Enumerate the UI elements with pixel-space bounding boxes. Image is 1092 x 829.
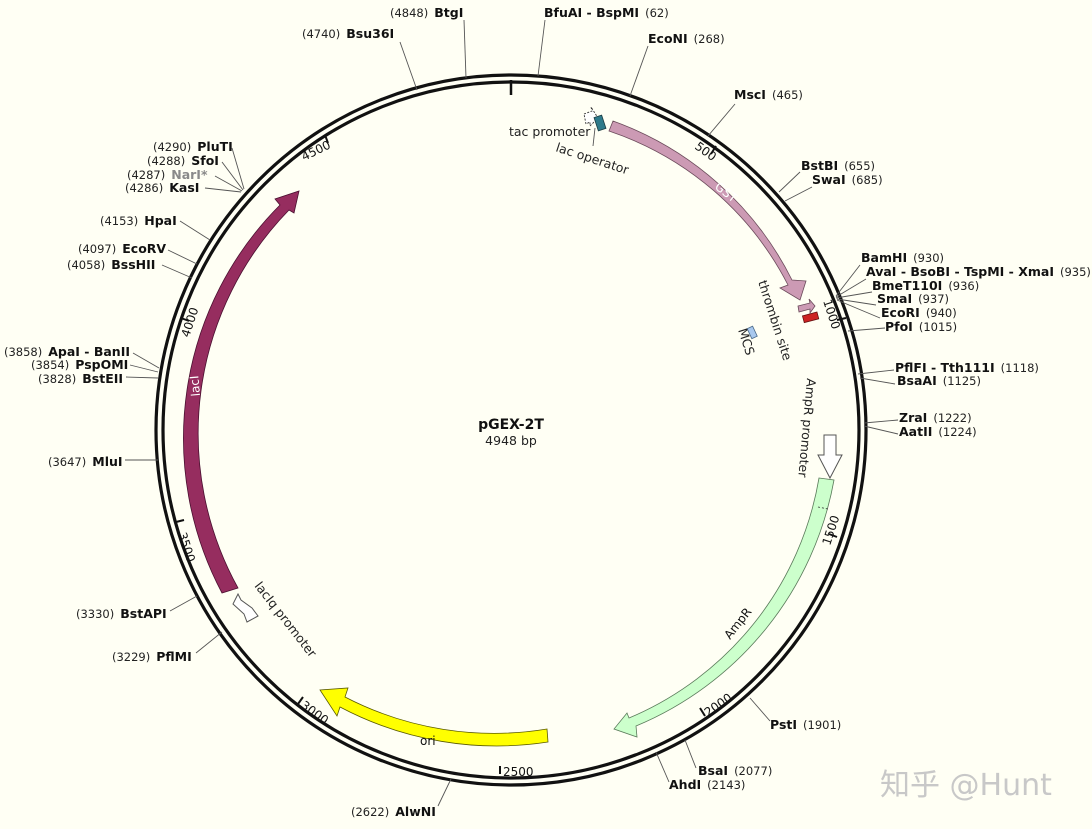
site-bmet110i: BmeT110I (936) [872, 278, 979, 293]
ruler: 500 1000 1500 2000 2500 3000 3500 4000 4… [175, 134, 847, 779]
site-bstbi: BstBI (655) [801, 158, 875, 173]
plasmid-length: 4948 bp [485, 433, 537, 448]
ruler-500: 500 [692, 139, 719, 164]
feature-ampr-promoter[interactable]: AmpR promoter [795, 378, 843, 480]
ruler-3000: 3000 [297, 696, 331, 727]
site-ecorv: (4097) EcoRV [78, 241, 166, 256]
site-btgi: (4848) BtgI [390, 5, 463, 20]
site-bsshii: (4058) BssHII [67, 257, 155, 272]
ruler-label-2000: 2000 [702, 690, 735, 719]
site-econi: EcoNI (268) [648, 31, 725, 46]
site-bstapi: (3330) BstAPI [76, 606, 167, 621]
site-ecori: EcoRI (940) [881, 305, 957, 320]
ruler-label-1000: 1000 [820, 298, 843, 331]
site-bsai: BsaI (2077) [698, 763, 772, 778]
site-pflmi: (3229) PflMI [112, 649, 192, 664]
site-nari: (4287) NarI* [127, 167, 208, 182]
site-pspomi: (3854) PspOMI [31, 357, 128, 372]
site-pluti: (4290) PluTI [153, 139, 233, 154]
laci-label: lacI [187, 375, 203, 397]
ruler-4000: 4000 [179, 306, 202, 339]
tac-promoter-label: tac promoter [509, 124, 591, 139]
site-smai: SmaI (937) [877, 291, 949, 306]
site-labels: (4848) BtgI (4740) Bsu36I BfuAI - BspMI (62… [4, 5, 1091, 819]
feature-mcs[interactable]: MCS [735, 325, 758, 357]
ruler-2500: 2500 [499, 765, 534, 779]
site-kasi: (4286) KasI [125, 180, 199, 195]
feature-laci[interactable]: lacI [183, 190, 300, 594]
site-bsu36i: (4740) Bsu36I [302, 26, 394, 41]
ruler-label-3000: 3000 [298, 698, 331, 727]
site-msci: MscI (465) [734, 87, 803, 102]
ruler-2000: 2000 [699, 690, 735, 719]
site-ahdi: AhdI (2143) [669, 777, 745, 792]
site-alwni: (2622) AlwNI [351, 804, 436, 819]
ruler-4500: 4500 [299, 134, 333, 164]
feature-ori[interactable]: ori [319, 687, 549, 748]
site-psti: PstI (1901) [770, 717, 841, 732]
site-pfoi: PfoI (1015) [885, 319, 957, 334]
ruler-label-2500: 2500 [503, 765, 534, 779]
plasmid-name: pGEX-2T [478, 417, 544, 433]
ruler-label-4000: 4000 [179, 306, 202, 339]
ori-label: ori [420, 734, 436, 748]
site-swai: SwaI (685) [812, 172, 883, 187]
site-sfoi: (4288) SfoI [147, 153, 219, 168]
site-bsteii: (3828) BstEII [38, 371, 123, 386]
site-bfuai: BfuAI - BspMI (62) [544, 5, 669, 20]
feature-tac-promoter[interactable]: tac promoter [509, 106, 599, 139]
site-bamhi: BamHI (930) [861, 250, 944, 265]
site-hpai: (4153) HpaI [100, 213, 177, 228]
ruler-label-500: 500 [692, 139, 719, 164]
site-apai: (3858) ApaI - BanII [4, 344, 130, 359]
site-leaders [125, 19, 899, 807]
backbone [154, 73, 868, 787]
site-bsaai: BsaAI (1125) [897, 373, 981, 388]
site-pflfi: PflFI - Tth111I (1118) [895, 360, 1039, 375]
ampr-promoter-label: AmpR promoter [795, 378, 819, 479]
site-aatii: AatII (1224) [899, 424, 977, 439]
site-mlui: (3647) MluI [48, 454, 123, 469]
watermark: 知乎 @Hunt [880, 768, 1052, 803]
site-avai: AvaI - BsoBI - TspMI - XmaI (935) [866, 264, 1091, 279]
site-zrai: ZraI (1222) [899, 410, 972, 425]
feature-laciq-promoter[interactable]: lacIq promoter [232, 579, 321, 661]
laciq-promoter-label: lacIq promoter [252, 579, 321, 661]
